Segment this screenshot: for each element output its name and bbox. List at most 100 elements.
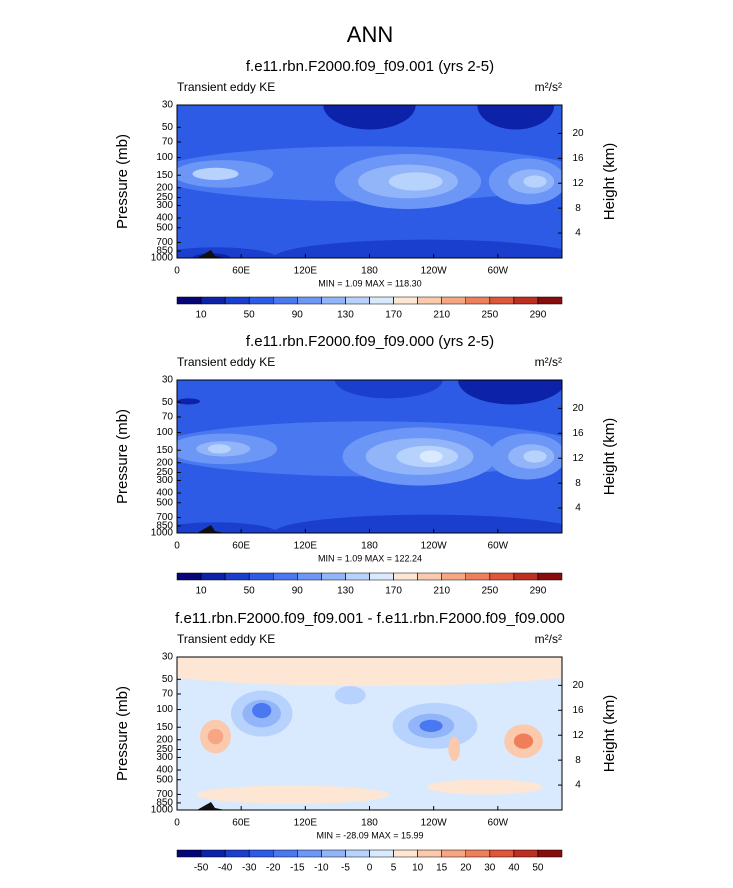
contour-fill <box>273 239 562 258</box>
colorbar-box <box>273 572 298 581</box>
colorbar-box <box>537 849 563 858</box>
colorbar-box <box>537 296 563 305</box>
colorbar-label: 10 <box>196 310 208 321</box>
panel-title: f.e11.rbn.F2000.f09_f09.001 - f.e11.rbn.… <box>175 610 565 627</box>
contour-field <box>177 105 562 258</box>
y-tick-label: 500 <box>156 497 173 508</box>
colorbar-label: 250 <box>481 586 498 597</box>
y-tick-label: 500 <box>156 222 173 233</box>
contour-fill <box>448 736 460 762</box>
panel-title: f.e11.rbn.F2000.f09_f09.001 (yrs 2-5) <box>246 58 494 75</box>
y-tick-label: 30 <box>162 652 174 663</box>
colorbar-label: -15 <box>290 863 305 874</box>
x-tick-label: 60W <box>488 541 509 552</box>
colorbar-box <box>224 849 250 858</box>
y2-tick-label: 12 <box>572 453 584 464</box>
panel-label: Transient eddy KE <box>177 632 275 646</box>
x-tick-label: 60E <box>232 818 250 829</box>
y2-tick-label: 16 <box>572 153 584 164</box>
contour-fill <box>192 167 239 180</box>
colorbar-box <box>248 296 274 305</box>
colorbar-label: 30 <box>484 863 496 874</box>
contour-fill <box>207 728 224 745</box>
y2-axis-label: Height (km) <box>601 695 618 773</box>
y2-tick-label: 20 <box>572 128 584 139</box>
colorbar-label: 170 <box>385 310 402 321</box>
colorbar-box <box>345 572 370 581</box>
colorbar-box <box>176 849 202 858</box>
colorbar-label: -50 <box>194 863 209 874</box>
contour-fill <box>334 380 443 399</box>
y-tick-label: 30 <box>162 100 174 111</box>
colorbar-label: 15 <box>436 863 448 874</box>
colorbar-box <box>297 572 322 581</box>
colorbar-box <box>393 849 418 858</box>
contour-fill <box>458 380 562 405</box>
y-tick-label: 250 <box>156 467 173 478</box>
y-tick-label: 850 <box>156 798 173 809</box>
colorbar-label: 290 <box>530 310 547 321</box>
contour-fill <box>523 175 547 188</box>
terrain <box>197 525 225 533</box>
colorbar-box <box>200 296 226 305</box>
colorbar-label: 20 <box>460 863 472 874</box>
y-tick-label: 200 <box>156 182 173 193</box>
y-axis-label: Pressure (mb) <box>114 686 131 781</box>
x-tick-label: 0 <box>174 818 180 829</box>
y-tick-label: 400 <box>156 765 173 776</box>
colorbar-box <box>489 296 515 305</box>
colorbar-box <box>513 296 539 305</box>
colorbar-label: 10 <box>196 586 208 597</box>
contour-fill <box>177 398 201 405</box>
y-tick-label: 300 <box>156 200 173 211</box>
colorbar-box <box>248 849 274 858</box>
y-tick-label: 300 <box>156 752 173 763</box>
contour-fill <box>334 686 366 705</box>
y-tick-label: 100 <box>156 152 173 163</box>
y-tick-label: 100 <box>156 427 173 438</box>
contour-fill <box>177 657 562 687</box>
units-label: m²/s² <box>535 80 562 94</box>
contour-field <box>177 380 562 533</box>
y-tick-label: 700 <box>156 237 173 248</box>
y-tick-label: 50 <box>162 674 174 685</box>
contour-fill <box>419 450 443 463</box>
y2-tick-label: 20 <box>572 403 584 414</box>
y-tick-label: 30 <box>162 375 174 386</box>
colorbar-label: 5 <box>391 863 397 874</box>
colorbar-box <box>273 296 298 305</box>
y-tick-label: 700 <box>156 789 173 800</box>
y2-tick-label: 4 <box>575 503 581 514</box>
x-tick-label: 60E <box>232 266 250 277</box>
terrain <box>197 802 225 810</box>
x-tick-label: 60W <box>488 266 509 277</box>
colorbar-box <box>489 572 515 581</box>
colorbar-label: 210 <box>433 586 450 597</box>
colorbar-box <box>345 296 370 305</box>
y-tick-label: 200 <box>156 457 173 468</box>
units-label: m²/s² <box>535 355 562 369</box>
y2-tick-label: 8 <box>575 203 581 214</box>
colorbar-box <box>224 296 250 305</box>
y2-tick-label: 4 <box>575 228 581 239</box>
terrain <box>197 250 225 258</box>
x-tick-label: 120W <box>421 541 448 552</box>
colorbar-box <box>369 572 394 581</box>
colorbar-box <box>537 572 563 581</box>
contour-fill <box>207 444 231 454</box>
y-tick-label: 400 <box>156 213 173 224</box>
colorbar-label: -30 <box>242 863 257 874</box>
colorbar-label: 50 <box>244 310 256 321</box>
x-tick-label: 60W <box>488 818 509 829</box>
colorbar-box <box>176 572 202 581</box>
x-tick-label: 0 <box>174 541 180 552</box>
y2-tick-label: 8 <box>575 755 581 766</box>
colorbar-label: 170 <box>385 586 402 597</box>
colorbar-label: 50 <box>532 863 544 874</box>
contour-fill <box>196 785 389 804</box>
colorbar-box <box>513 572 539 581</box>
contour-fill <box>477 105 555 130</box>
x-tick-label: 180 <box>361 266 378 277</box>
y-tick-label: 150 <box>156 445 173 456</box>
